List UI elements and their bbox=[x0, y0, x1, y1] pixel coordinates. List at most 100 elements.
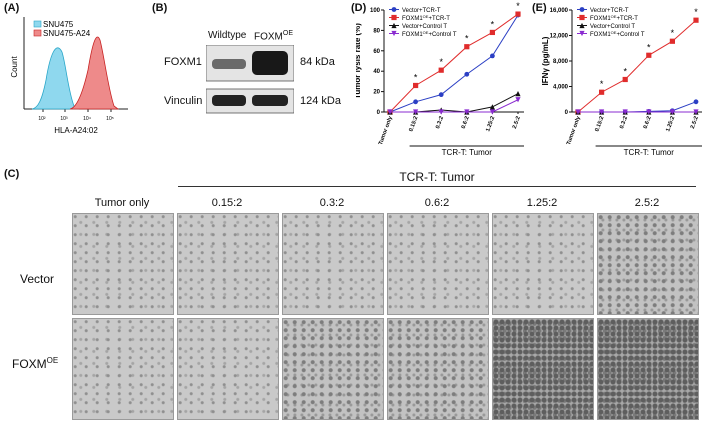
data-point bbox=[693, 99, 699, 105]
significance-star: * bbox=[516, 1, 520, 11]
micrograph-foxm-tumor-only bbox=[72, 318, 174, 420]
y-axis-label: IFNγ (pg/mL) bbox=[541, 36, 550, 85]
legend-marker bbox=[579, 30, 585, 37]
data-point bbox=[599, 89, 605, 95]
legend-snu475: SNU475 bbox=[43, 20, 74, 29]
legend-entry: Vector+Control T bbox=[402, 24, 447, 30]
tick-label: 10³ bbox=[60, 116, 68, 122]
tick-label: 10⁴ bbox=[83, 116, 91, 122]
legend-marker bbox=[579, 7, 585, 12]
blot-size-vinculin: 124 kDa bbox=[300, 95, 341, 107]
blot-col-wildtype: Wildtype bbox=[208, 30, 247, 41]
data-point bbox=[646, 109, 652, 115]
data-point bbox=[464, 71, 470, 77]
column-0-15: 0.15:2 bbox=[211, 197, 243, 209]
legend-entry: FOXM1OE+Control T bbox=[590, 30, 645, 38]
micrograph-vector-tumor-only bbox=[72, 213, 174, 315]
significance-star: * bbox=[439, 57, 443, 67]
x-tick-label: 1.25:2 bbox=[485, 116, 496, 133]
column-1-25: 1.25:2 bbox=[526, 197, 558, 209]
micrograph-vector-0-15 bbox=[177, 213, 279, 315]
tick-label: 10⁵ bbox=[106, 116, 114, 122]
legend-entry: FOXM1OE+TCR-T bbox=[590, 14, 638, 22]
blot-col-foxm-oe: FOXMOE bbox=[254, 30, 294, 43]
x-tick-label: Tumor only bbox=[378, 115, 394, 146]
panel-a-label: (A) bbox=[4, 2, 20, 14]
data-point bbox=[489, 29, 495, 36]
flow-histogram: SNU475 SNU475-A24 10² 10³ 10⁴ 10⁵ HLA-A2… bbox=[10, 17, 128, 135]
x-axis-label: TCR-T: Tumor bbox=[624, 148, 675, 157]
data-point bbox=[413, 109, 419, 115]
x-tick-label: 0.3:2 bbox=[619, 116, 629, 130]
y-tick-label: 60 bbox=[373, 49, 380, 55]
x-tick-label: 2.5:2 bbox=[690, 116, 700, 130]
micrograph-vector-1-25 bbox=[492, 213, 594, 315]
legend-entry: FOXM1OE+TCR-T bbox=[402, 14, 450, 22]
x-tick-label: 2.5:2 bbox=[512, 116, 522, 130]
column-tumor-only: Tumor only bbox=[94, 197, 150, 209]
column-0-6: 0.6:2 bbox=[424, 197, 450, 209]
significance-star: * bbox=[491, 19, 495, 29]
data-point bbox=[646, 52, 652, 58]
data-point bbox=[490, 53, 495, 59]
y-tick-label: 100 bbox=[370, 8, 381, 14]
legend-entry: Vector+Control T bbox=[590, 24, 635, 30]
data-point bbox=[464, 109, 470, 115]
data-point bbox=[515, 91, 521, 97]
y-axis-label: Tumor lysis rate (%) bbox=[356, 23, 362, 99]
row-vector: Vector bbox=[20, 272, 55, 286]
panel-e-label: (E) bbox=[532, 2, 547, 14]
y-tick-label: 4,000 bbox=[553, 85, 569, 91]
data-point bbox=[515, 97, 521, 103]
histogram-snu475 bbox=[31, 47, 80, 110]
data-point bbox=[489, 104, 495, 110]
x-tick-label: 0.3:2 bbox=[435, 116, 445, 130]
data-point bbox=[515, 11, 521, 17]
x-tick-label: 0.15:2 bbox=[408, 116, 419, 133]
micrograph-vector-0-3 bbox=[282, 213, 384, 315]
data-point bbox=[387, 109, 393, 115]
x-tick-label: 0.15:2 bbox=[594, 116, 605, 133]
group-divider bbox=[178, 186, 696, 187]
legend-entry: Vector+TCR-T bbox=[590, 8, 629, 14]
x-tick-label: 0.6:2 bbox=[461, 116, 471, 130]
significance-star: * bbox=[647, 42, 651, 52]
legend-marker bbox=[579, 14, 585, 21]
significance-star: * bbox=[623, 66, 627, 76]
data-point bbox=[575, 109, 581, 115]
micrograph-foxm-0-15 bbox=[177, 318, 279, 420]
data-point bbox=[438, 109, 444, 115]
y-tick-label: 8,000 bbox=[553, 59, 569, 65]
blot-row-vinculin: Vinculin bbox=[164, 95, 203, 107]
y-tick-label: 40 bbox=[373, 69, 380, 75]
panel-b-label: (B) bbox=[152, 2, 168, 14]
legend-marker bbox=[391, 30, 397, 37]
x-tick-label: Tumor only bbox=[566, 115, 582, 146]
y-tick-label: 0 bbox=[377, 110, 381, 116]
data-point bbox=[622, 109, 628, 115]
y-tick-label: 80 bbox=[373, 28, 380, 34]
data-point bbox=[489, 109, 495, 115]
micrograph-foxm-2-5 bbox=[597, 318, 699, 420]
series-line bbox=[389, 14, 519, 113]
panel-d-label: (D) bbox=[351, 2, 367, 14]
micrograph-foxm-0-6 bbox=[387, 318, 489, 420]
legend-marker bbox=[391, 7, 397, 12]
x-tick-label: 0.6:2 bbox=[643, 116, 653, 130]
data-point bbox=[413, 99, 418, 105]
micrograph-foxm-1-25 bbox=[492, 318, 594, 420]
y-tick-label: 12,000 bbox=[550, 34, 569, 40]
histogram-ylabel: Count bbox=[10, 56, 19, 78]
micrograph-foxm-0-3 bbox=[282, 318, 384, 420]
blot-row-foxm1: FOXM1 bbox=[164, 56, 202, 68]
series-line bbox=[578, 101, 697, 113]
significance-star: * bbox=[671, 28, 675, 38]
significance-star: * bbox=[694, 7, 698, 17]
data-point bbox=[413, 82, 419, 89]
chart-tumor-lysis: 0 20 40 60 80 100 Tumor only 0.15:2 0.3:2 0.6:2 1.… bbox=[356, 1, 524, 157]
blot-size-foxm1: 84 kDa bbox=[300, 56, 335, 68]
data-point bbox=[464, 44, 470, 50]
micrograph-vector-0-6 bbox=[387, 213, 489, 315]
series-line bbox=[577, 19, 697, 113]
data-point bbox=[438, 67, 444, 73]
